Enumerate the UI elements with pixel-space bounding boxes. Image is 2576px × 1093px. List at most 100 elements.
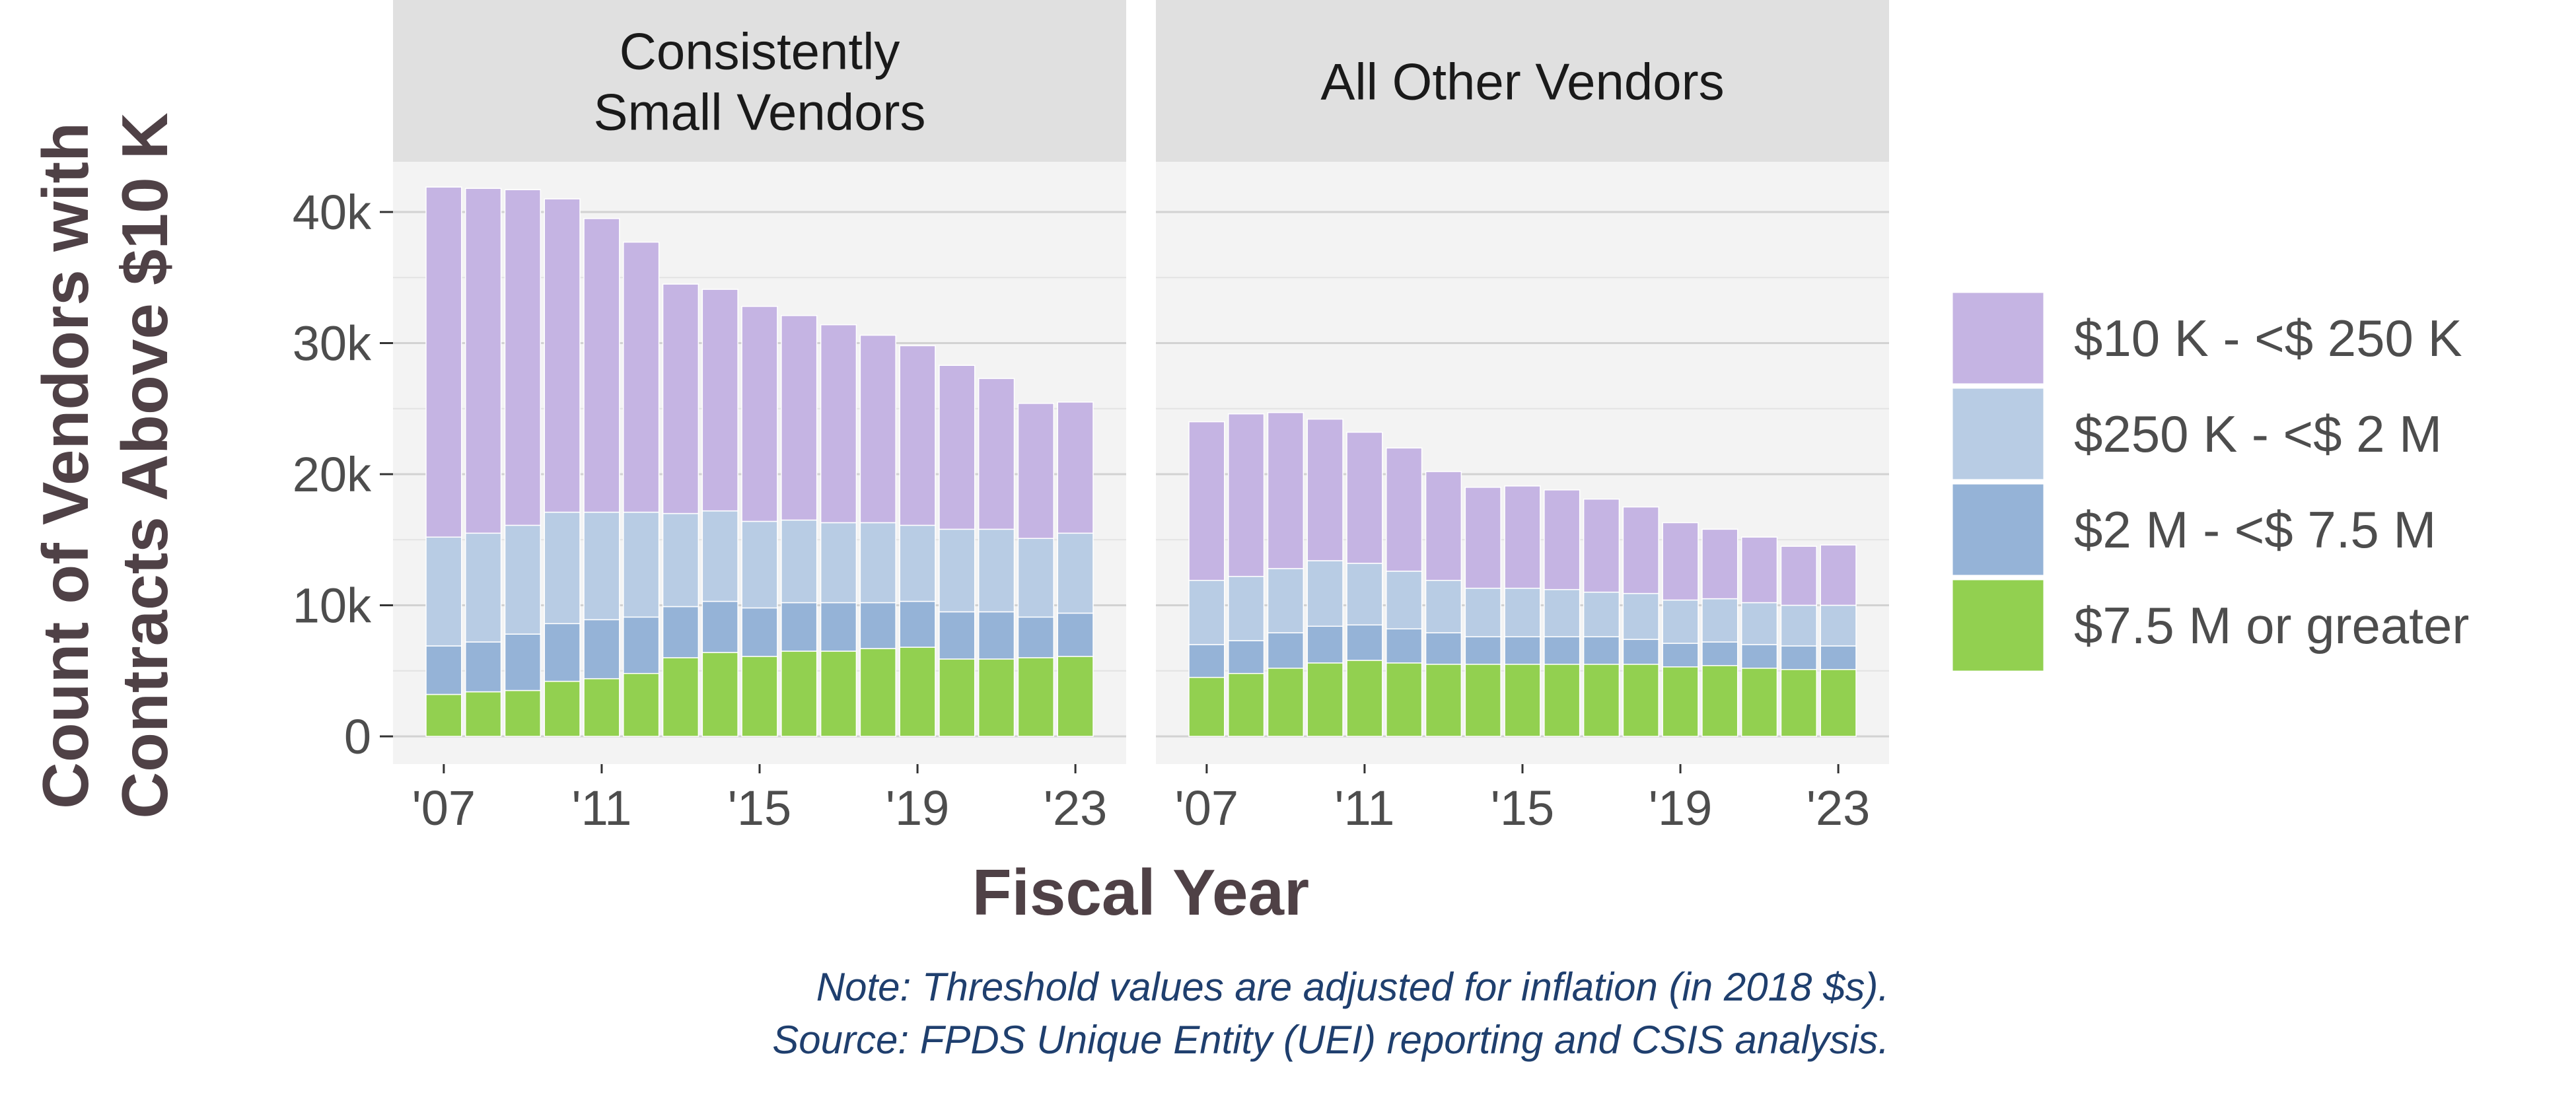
bar-segment <box>859 334 896 524</box>
bar-segment <box>701 652 738 737</box>
bar-segment <box>1386 571 1423 629</box>
bar-segment <box>1188 580 1225 645</box>
bar-segment <box>1267 632 1305 669</box>
bar-segment <box>899 600 936 648</box>
bar-segment <box>1583 498 1620 593</box>
bar-segment <box>1740 668 1778 737</box>
bar-segment <box>1425 580 1462 633</box>
bar-segment <box>1346 624 1383 661</box>
bar-segment <box>425 693 462 737</box>
bar-segment <box>623 241 660 513</box>
bar-segment <box>583 678 620 737</box>
bar-segment <box>465 691 502 737</box>
bar-segment <box>939 365 976 530</box>
legend-label: $2 M - <$ 7.5 M <box>2074 501 2436 559</box>
bar-segment <box>623 616 660 674</box>
bar-segment <box>899 345 936 526</box>
bar-segment <box>978 528 1015 613</box>
bar-segment <box>1583 664 1620 737</box>
y-tick-label: 40k <box>293 185 372 240</box>
bar-segment <box>1780 604 1817 647</box>
bar-segment <box>1820 604 1857 647</box>
bar-segment <box>939 611 976 660</box>
bar-segment <box>1017 538 1054 618</box>
bar-segment <box>1188 676 1225 737</box>
bar-segment <box>544 680 581 737</box>
bar-segment <box>1464 587 1501 637</box>
bar-segment <box>1701 665 1738 737</box>
bar-segment <box>1425 664 1462 737</box>
bar-segment <box>701 600 738 653</box>
legend-swatch <box>1950 386 2046 481</box>
bar-segment <box>1622 506 1659 594</box>
bar-segment <box>662 657 699 737</box>
bar-segment <box>583 619 620 680</box>
x-tick-label: '11 <box>1334 781 1394 835</box>
bar-segment <box>978 658 1015 737</box>
bar-segment <box>1464 636 1501 665</box>
legend-label: $7.5 M or greater <box>2074 596 2469 654</box>
facet-title: All Other Vendors <box>1320 53 1724 111</box>
bar-segment <box>1464 664 1501 737</box>
bar-segment <box>1386 628 1423 664</box>
bar-segment <box>1740 602 1778 645</box>
x-tick-label: '19 <box>1649 781 1712 835</box>
bar-segment <box>1780 669 1817 737</box>
y-tick-label: 0 <box>344 709 371 764</box>
bar-segment <box>662 606 699 658</box>
bar-segment <box>741 306 778 522</box>
bar-segment <box>1188 421 1225 581</box>
bar-segment <box>583 218 620 513</box>
bar-segment <box>741 607 778 657</box>
bar-segment <box>1504 485 1541 589</box>
facet-title: Consistently <box>620 22 900 81</box>
bar-segment <box>1504 587 1541 637</box>
bar-segment <box>1662 599 1699 644</box>
bar-segment <box>1346 660 1383 737</box>
bar-segment <box>1622 639 1659 665</box>
bar-segment <box>662 283 699 514</box>
bar-segment <box>504 524 542 635</box>
y-tick-label: 30k <box>293 316 372 371</box>
bar-segment <box>1622 592 1659 640</box>
bar-segment <box>1057 612 1094 657</box>
legend-swatch <box>1950 482 2046 577</box>
bar-segment <box>1346 563 1383 626</box>
x-tick-label: '19 <box>886 781 949 835</box>
bar-segment <box>1228 672 1265 737</box>
bar-segment <box>504 689 542 737</box>
bar-segment <box>1780 546 1817 606</box>
x-axis-title: Fiscal Year <box>972 856 1309 929</box>
bar-segment <box>544 623 581 682</box>
bar-segment <box>978 611 1015 660</box>
bar-segment <box>544 511 581 625</box>
bar-segment <box>939 658 976 737</box>
bar-segment <box>1346 431 1383 564</box>
bar-segment <box>583 511 620 621</box>
bar-segment <box>1504 636 1541 665</box>
bar-segment <box>781 651 818 737</box>
bar-segment <box>1425 632 1462 665</box>
bar-segment <box>1820 645 1857 670</box>
y-axis-title: Count of Vendors with <box>29 122 102 809</box>
footnote: Source: FPDS Unique Entity (UEI) reporti… <box>772 1018 1889 1062</box>
legend-label: $10 K - <$ 250 K <box>2074 309 2462 367</box>
facet-title: Small Vendors <box>594 83 926 141</box>
y-tick-label: 20k <box>293 447 372 502</box>
bar-segment <box>623 672 660 737</box>
bar-segment <box>1228 576 1265 641</box>
bar-segment <box>465 641 502 693</box>
bar-segment <box>1583 636 1620 665</box>
x-tick-label: '07 <box>412 781 476 835</box>
bar-segment <box>781 519 818 604</box>
bar-segment <box>859 522 896 604</box>
bar-segment <box>1820 669 1857 737</box>
footnote: Note: Threshold values are adjusted for … <box>816 965 1889 1009</box>
bar-segment <box>1464 487 1501 589</box>
bar-segment <box>741 656 778 737</box>
bar-segment <box>1306 625 1343 664</box>
bar-segment <box>1386 447 1423 572</box>
x-tick-label: '15 <box>1491 781 1554 835</box>
x-tick-label: '07 <box>1175 781 1238 835</box>
